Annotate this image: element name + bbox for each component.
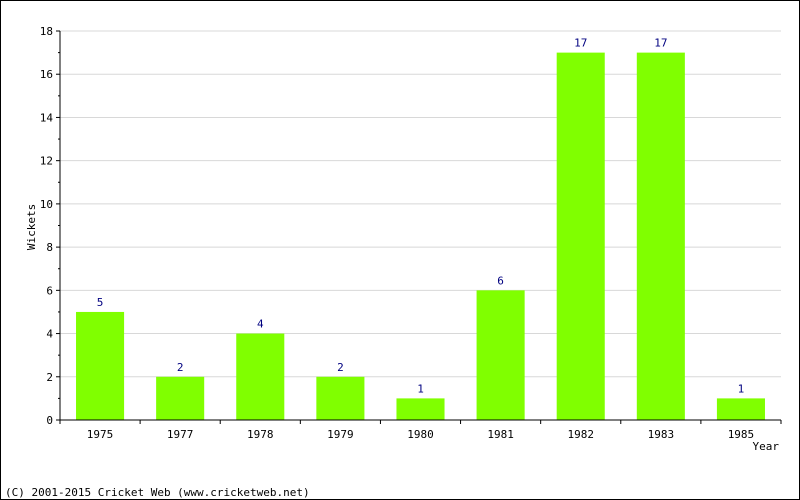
- y-tick-label: 10: [40, 198, 53, 211]
- bar: [236, 333, 285, 420]
- bar: [316, 376, 365, 420]
- x-tick-label: 1975: [87, 428, 114, 441]
- x-tick-label: 1978: [247, 428, 274, 441]
- y-tick-label: 0: [46, 414, 53, 427]
- y-tick-label: 2: [46, 371, 53, 384]
- bar: [396, 398, 445, 420]
- grid-layer: [60, 30, 781, 378]
- y-tick-label: 8: [46, 241, 53, 254]
- y-tick-label: 16: [40, 68, 53, 81]
- x-tick-label: 1980: [407, 428, 434, 441]
- y-tick-label: 14: [40, 111, 54, 124]
- x-tick-label: 1985: [728, 428, 755, 441]
- y-axis-title: Wickets: [25, 204, 38, 250]
- y-tick-label: 6: [46, 284, 53, 297]
- data-label: 2: [177, 361, 184, 374]
- bar: [556, 52, 605, 420]
- data-label: 6: [497, 274, 504, 287]
- data-label: 17: [654, 37, 667, 50]
- bar: [476, 290, 525, 420]
- data-label: 4: [257, 318, 264, 331]
- bar: [636, 52, 685, 420]
- y-tick-label: 4: [46, 328, 53, 341]
- x-tick-label: 1981: [487, 428, 514, 441]
- data-label: 17: [574, 37, 587, 50]
- x-tick-label: 1979: [327, 428, 354, 441]
- data-label: 2: [337, 361, 344, 374]
- copyright-notice: (C) 2001-2015 Cricket Web (www.cricketwe…: [5, 486, 310, 499]
- x-tick-label: 1982: [567, 428, 594, 441]
- y-tick-label: 18: [40, 25, 53, 38]
- data-label: 1: [417, 382, 424, 395]
- bar: [76, 311, 125, 420]
- data-label: 5: [97, 296, 104, 309]
- y-tick-label: 12: [40, 155, 53, 168]
- bar: [716, 398, 765, 420]
- data-label: 1: [738, 382, 745, 395]
- bar: [156, 376, 205, 420]
- bar-layer: 5 2 4 2 1 6 17 17 1: [76, 37, 765, 420]
- x-axis-title: Year: [753, 440, 780, 453]
- x-tick-label: 1977: [167, 428, 194, 441]
- x-tick-label: 1983: [648, 428, 675, 441]
